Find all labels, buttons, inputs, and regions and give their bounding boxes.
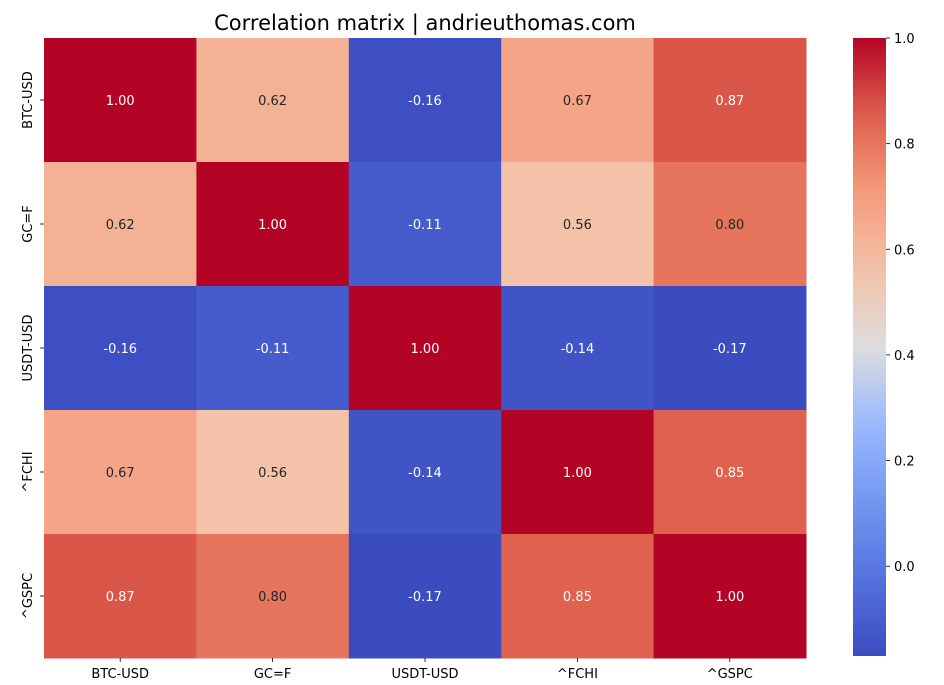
cell-value-label: -0.16: [408, 94, 442, 109]
x-tick-label: BTC-USD: [91, 667, 149, 682]
colorbar-tick-label: 0.2: [894, 455, 915, 470]
y-tick-label: ^GSPC: [21, 573, 36, 619]
heatmap-cell: [44, 286, 197, 411]
cell-value-label: 0.87: [715, 94, 744, 109]
colorbar: 0.0 0.2 0.4 0.6 0.8 1.0: [853, 32, 915, 656]
cell-value-label: 0.85: [563, 590, 592, 605]
cell-value-label: -0.11: [408, 218, 442, 233]
y-axis: BTC-USD GC=F USDT-USD ^FCHI ^GSPC: [21, 71, 44, 619]
colorbar-tick-label: 0.4: [894, 349, 915, 364]
y-tick-label: BTC-USD: [21, 71, 36, 129]
heatmap-cell: [348, 38, 502, 163]
cell-value-label: -0.16: [103, 342, 137, 357]
heatmap-cell: [348, 534, 502, 659]
heatmap-cell: [653, 534, 807, 659]
colorbar-gradient: [853, 38, 886, 656]
heatmap-cell: [44, 38, 197, 163]
cell-value-label: 0.56: [563, 218, 592, 233]
x-tick-label: ^FCHI: [557, 667, 598, 682]
heatmap-cell: [196, 162, 350, 287]
heatmap-cell: [196, 38, 350, 163]
heatmap-cell: [501, 534, 655, 659]
cell-value-label: 0.56: [258, 466, 287, 481]
y-tick-label: USDT-USD: [21, 315, 36, 382]
cell-value-label: -0.17: [713, 342, 747, 357]
colorbar-tick-label: 0.0: [894, 560, 915, 575]
heatmap-cell: [348, 410, 502, 535]
cell-value-label: 0.62: [258, 94, 287, 109]
heatmap-cell: [196, 286, 350, 411]
heatmap-cell: [653, 38, 807, 163]
heatmap-cell: [348, 286, 502, 411]
heatmap-cell: [44, 534, 197, 659]
cell-value-label: 1.00: [411, 342, 440, 357]
colorbar-tick-label: 0.8: [894, 138, 915, 153]
cell-value-label: -0.17: [408, 590, 442, 605]
cell-value-label: 0.85: [715, 466, 744, 481]
heatmap-cell: [196, 534, 350, 659]
cell-value-label: -0.14: [408, 466, 442, 481]
heatmap-cell: [501, 286, 655, 411]
cell-value-label: 0.80: [258, 590, 287, 605]
cell-value-label: 0.80: [715, 218, 744, 233]
heatmap-cell: [653, 286, 807, 411]
y-tick-label: ^FCHI: [21, 451, 36, 492]
cell-value-label: -0.14: [561, 342, 595, 357]
cell-value-label: 1.00: [106, 94, 135, 109]
x-tick-label: ^GSPC: [707, 667, 753, 682]
x-tick-label: USDT-USD: [392, 667, 459, 682]
heatmap-cell: [501, 162, 655, 287]
cell-value-label: 1.00: [563, 466, 592, 481]
heatmap-cell: [501, 38, 655, 163]
cell-value-label: 0.87: [106, 590, 135, 605]
cell-value-label: 0.67: [106, 466, 135, 481]
cell-value-label: 1.00: [715, 590, 744, 605]
heatmap-cells: 1.00 0.62 -0.16 0.67 0.87 0.62 1.00 -0.11 0.56 0.…: [44, 38, 807, 659]
y-tick-label: GC=F: [21, 205, 36, 243]
heatmap-cell: [196, 410, 350, 535]
chart-title: Correlation matrix | andrieuthomas.com: [214, 11, 636, 36]
cell-value-label: 0.67: [563, 94, 592, 109]
heatmap-cell: [348, 162, 502, 287]
heatmap-cell: [501, 410, 655, 535]
heatmap-cell: [653, 162, 807, 287]
x-axis: BTC-USD GC=F USDT-USD ^FCHI ^GSPC: [91, 658, 753, 682]
cell-value-label: 0.62: [106, 218, 135, 233]
heatmap-cell: [653, 410, 807, 535]
heatmap-cell: [44, 410, 197, 535]
colorbar-tick-label: 1.0: [894, 32, 915, 47]
cell-value-label: 1.00: [258, 218, 287, 233]
colorbar-tick-label: 0.6: [894, 243, 915, 258]
x-tick-label: GC=F: [254, 667, 292, 682]
heatmap-cell: [44, 162, 197, 287]
cell-value-label: -0.11: [256, 342, 290, 357]
